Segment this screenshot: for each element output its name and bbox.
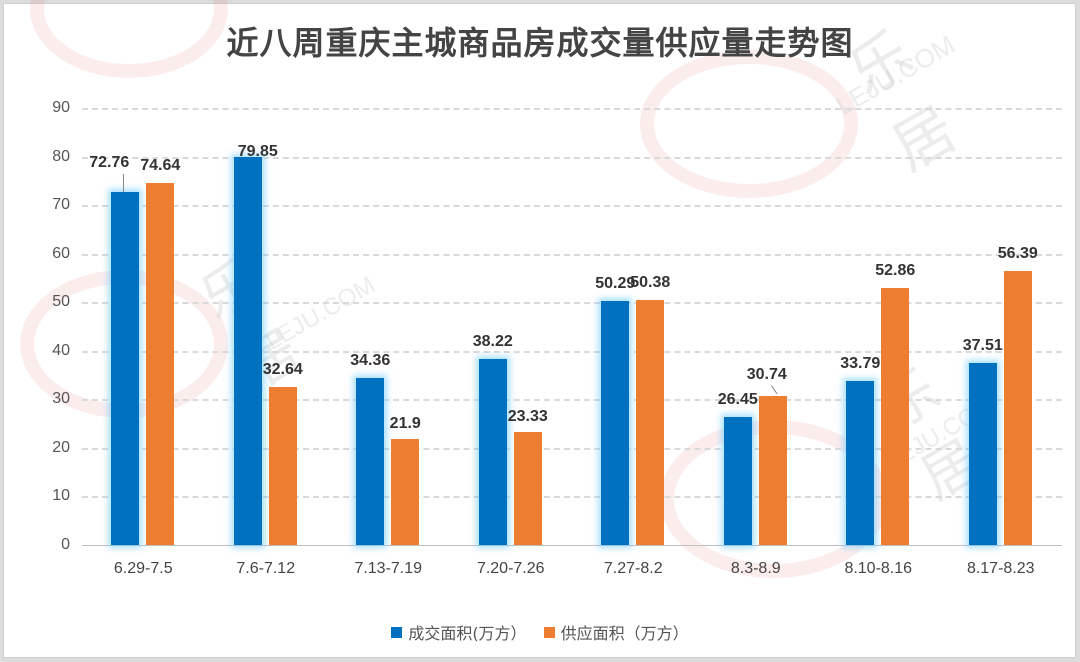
data-label: 52.86 xyxy=(875,262,916,280)
bar-transaction[interactable] xyxy=(601,300,630,545)
bar-transaction[interactable] xyxy=(968,362,997,545)
bar-transaction[interactable] xyxy=(356,378,385,545)
chart-title: 近八周重庆主城商品房成交量供应量走势图 xyxy=(226,24,854,62)
gridline xyxy=(82,302,1062,305)
legend-swatch-orange xyxy=(543,626,555,638)
x-tick-label: 6.29-7.5 xyxy=(113,560,173,577)
legend: 成交面积(万方） 供应面积（万方） xyxy=(0,620,1080,644)
x-tick-label: 7.13-7.19 xyxy=(354,560,423,577)
y-tick-label: 90 xyxy=(52,99,70,116)
bar-supply[interactable] xyxy=(758,395,787,545)
bar-supply[interactable] xyxy=(1003,271,1032,545)
bar-transaction[interactable] xyxy=(846,380,875,545)
data-label: 72.76 xyxy=(89,153,130,171)
legend-item-transaction[interactable]: 成交面积(万方） xyxy=(391,620,527,644)
bar-supply[interactable] xyxy=(636,300,665,545)
bar-supply[interactable] xyxy=(146,182,175,545)
y-tick-label: 40 xyxy=(52,341,70,359)
x-tick-label: 8.3-8.9 xyxy=(730,560,781,577)
bar-transaction[interactable] xyxy=(478,359,507,545)
data-label: 50.29 xyxy=(595,274,636,292)
data-label: 79.85 xyxy=(237,143,278,161)
gridline xyxy=(82,447,1062,450)
data-label: 33.79 xyxy=(840,354,881,372)
x-tick-label: 7.20-7.26 xyxy=(476,560,545,577)
gridline xyxy=(82,156,1062,159)
y-tick-label: 50 xyxy=(52,293,70,311)
data-label: 56.39 xyxy=(997,245,1038,263)
legend-swatch-blue xyxy=(391,626,403,638)
x-tick-label: 8.17-8.23 xyxy=(966,560,1035,577)
bar-transaction[interactable] xyxy=(723,416,752,545)
legend-item-supply[interactable]: 供应面积（万方） xyxy=(543,620,689,644)
data-label: 37.51 xyxy=(962,336,1003,354)
label-leader-line xyxy=(123,173,125,192)
x-tick-label: 7.27-8.2 xyxy=(603,560,663,577)
x-axis-line xyxy=(82,545,1062,546)
bar-transaction[interactable] xyxy=(111,191,140,545)
data-label: 34.36 xyxy=(350,352,391,370)
data-label: 30.74 xyxy=(746,365,787,383)
y-tick-label: 60 xyxy=(52,244,70,262)
gridline xyxy=(82,399,1062,402)
y-tick-label: 20 xyxy=(52,438,70,456)
data-label: 32.64 xyxy=(262,360,303,378)
bar-supply[interactable] xyxy=(391,438,420,545)
x-tick-label: 7.6-7.12 xyxy=(236,560,296,577)
x-tick-label: 8.10-8.16 xyxy=(844,560,913,577)
gridline xyxy=(82,496,1062,499)
gridline xyxy=(82,108,1062,110)
bar-supply[interactable] xyxy=(513,431,542,545)
gridline xyxy=(82,205,1062,208)
y-tick-label: 0 xyxy=(61,536,70,553)
gridline xyxy=(82,253,1062,256)
legend-label: 供应面积（万方） xyxy=(560,624,689,643)
y-tick-label: 70 xyxy=(52,196,70,214)
data-label: 38.22 xyxy=(472,333,513,351)
y-tick-label: 80 xyxy=(52,147,70,165)
gridline xyxy=(82,350,1062,353)
data-label: 23.33 xyxy=(507,407,548,425)
y-tick-label: 10 xyxy=(52,487,70,505)
data-label: 26.45 xyxy=(717,390,758,408)
y-tick-label: 30 xyxy=(52,390,70,408)
bar-supply[interactable] xyxy=(881,288,910,545)
legend-label: 成交面积(万方） xyxy=(408,624,527,643)
data-label: 21.9 xyxy=(389,414,421,432)
data-label: 50.38 xyxy=(630,274,671,292)
bar-transaction[interactable] xyxy=(233,157,262,545)
bar-supply[interactable] xyxy=(268,386,297,545)
data-label: 74.64 xyxy=(140,156,181,174)
